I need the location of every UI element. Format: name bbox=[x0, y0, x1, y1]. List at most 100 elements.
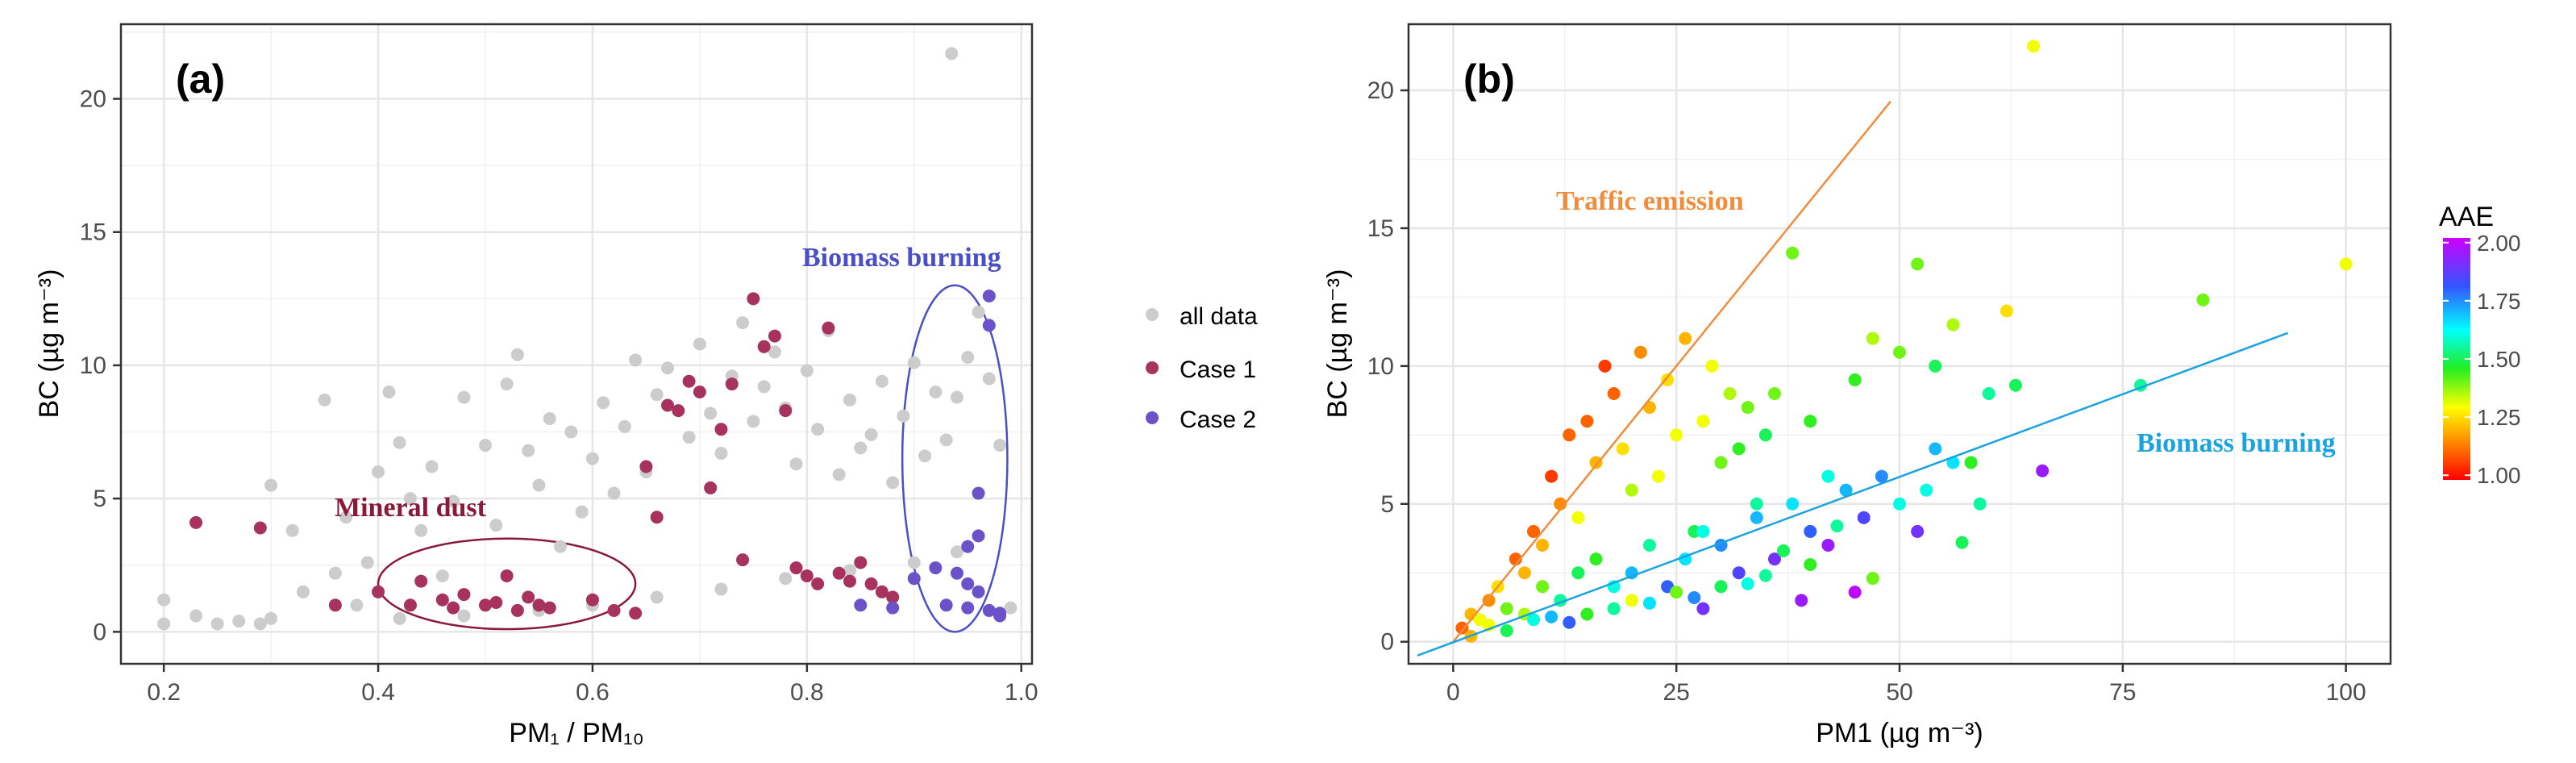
point-aae bbox=[1920, 483, 1933, 497]
point-aae bbox=[1607, 602, 1621, 615]
point-aae bbox=[1536, 539, 1550, 552]
point-case-1 bbox=[328, 598, 342, 612]
point-case-1 bbox=[693, 385, 706, 398]
point-all-data bbox=[714, 446, 728, 460]
point-aae bbox=[1786, 246, 1800, 260]
point-aae bbox=[2196, 293, 2210, 306]
point-aae bbox=[1804, 557, 1817, 571]
point-all-data bbox=[479, 439, 492, 452]
panel-b-label: (b) bbox=[1463, 56, 1515, 102]
point-aae bbox=[1688, 590, 1701, 604]
point-all-data bbox=[929, 385, 943, 398]
point-case-1 bbox=[714, 423, 728, 436]
point-aae bbox=[2036, 464, 2050, 477]
point-all-data bbox=[607, 486, 621, 500]
point-all-data bbox=[950, 545, 963, 559]
point-all-data bbox=[864, 427, 878, 441]
point-aae bbox=[1750, 497, 1763, 511]
point-aae bbox=[1795, 594, 1808, 607]
panel-a-y-axis-title: BC (µg m⁻³) bbox=[34, 269, 65, 419]
point-all-data bbox=[875, 374, 888, 388]
panel-b-gridlines bbox=[1409, 24, 2391, 664]
point-all-data bbox=[210, 617, 224, 631]
legend-all-data-label: all data bbox=[1180, 303, 1258, 330]
colorbar-tick-label: 2.00 bbox=[2477, 231, 2521, 256]
point-aae bbox=[1589, 552, 1603, 566]
point-case-1 bbox=[479, 598, 492, 612]
panel-b-x-tick-label: 0 bbox=[1446, 679, 1460, 706]
point-case-1 bbox=[736, 553, 750, 567]
point-all-data bbox=[800, 364, 814, 377]
point-aae bbox=[1866, 572, 1879, 586]
point-all-data bbox=[886, 476, 900, 490]
point-all-data bbox=[403, 492, 417, 506]
point-all-data bbox=[779, 572, 793, 586]
fit-line-biomass-burning bbox=[1417, 331, 2289, 657]
point-aae bbox=[1723, 387, 1737, 401]
point-case-2 bbox=[929, 561, 943, 575]
point-aae bbox=[1821, 539, 1835, 552]
point-all-data bbox=[457, 609, 471, 623]
point-aae bbox=[1455, 621, 1469, 635]
point-all-data bbox=[285, 523, 299, 537]
point-all-data bbox=[618, 419, 631, 433]
point-case-1 bbox=[607, 603, 621, 617]
legend-case-1-marker bbox=[1146, 361, 1159, 374]
point-aae bbox=[1696, 524, 1710, 538]
colorbar-tick-label: 1.50 bbox=[2477, 347, 2521, 372]
panel-b-ticks: 0 25 50 75 100 0 5 10 15 20 bbox=[1367, 77, 2366, 706]
point-case-2 bbox=[993, 609, 1007, 623]
panel-a-y-tick-label: 10 bbox=[80, 352, 106, 379]
point-all-data bbox=[564, 425, 578, 439]
colorbar-tick-label: 1.75 bbox=[2477, 289, 2521, 314]
point-all-data bbox=[457, 390, 471, 404]
point-aae bbox=[1982, 387, 1995, 401]
point-all-data bbox=[1004, 601, 1017, 615]
point-case-2 bbox=[961, 577, 975, 590]
panel-a-ticks: 0.2 0.4 0.6 0.8 1.0 0 5 10 15 20 bbox=[80, 86, 1038, 706]
point-aae bbox=[1714, 456, 1728, 469]
point-aae bbox=[1893, 345, 1906, 359]
point-case-1 bbox=[189, 515, 203, 529]
point-aae bbox=[1500, 602, 1513, 615]
legend-case-2-label: Case 2 bbox=[1180, 407, 1256, 433]
point-aae bbox=[1758, 569, 1772, 582]
panel-b-x-tick-label: 100 bbox=[2326, 679, 2366, 706]
panel-b-y-tick-label: 5 bbox=[1380, 491, 1394, 518]
point-aae bbox=[1679, 331, 1692, 345]
point-all-data bbox=[253, 617, 267, 631]
point-all-data bbox=[435, 569, 449, 582]
point-all-data bbox=[522, 444, 535, 457]
point-case-1 bbox=[510, 603, 524, 617]
point-aae bbox=[1911, 257, 1925, 271]
point-case-1 bbox=[650, 511, 664, 524]
colorbar-tick-label: 1.00 bbox=[2477, 463, 2521, 488]
point-all-data bbox=[961, 351, 975, 365]
point-aae bbox=[1946, 318, 1960, 331]
point-case-2 bbox=[982, 290, 996, 303]
point-case-2 bbox=[972, 529, 985, 543]
point-aae bbox=[1705, 359, 1719, 373]
point-case-1 bbox=[875, 585, 888, 598]
point-aae bbox=[1830, 519, 1844, 533]
point-aae bbox=[1580, 607, 1594, 621]
point-aae bbox=[1786, 497, 1800, 511]
point-aae bbox=[1741, 577, 1754, 590]
point-aae bbox=[1509, 552, 1522, 566]
point-all-data bbox=[393, 611, 406, 625]
point-all-data bbox=[982, 372, 996, 386]
point-all-data bbox=[907, 356, 921, 369]
panel-b-fit-lines bbox=[1417, 100, 2289, 657]
point-all-data bbox=[425, 460, 439, 473]
fit-line-traffic-emission bbox=[1452, 100, 1891, 643]
point-aae bbox=[1741, 401, 1754, 415]
point-all-data bbox=[704, 407, 718, 420]
point-aae bbox=[1625, 594, 1638, 607]
point-aae bbox=[2000, 304, 2013, 318]
point-aae bbox=[1857, 511, 1871, 524]
point-aae bbox=[1929, 359, 1942, 373]
point-all-data bbox=[629, 353, 643, 367]
point-aae bbox=[1696, 602, 1710, 615]
point-case-2 bbox=[950, 566, 963, 580]
